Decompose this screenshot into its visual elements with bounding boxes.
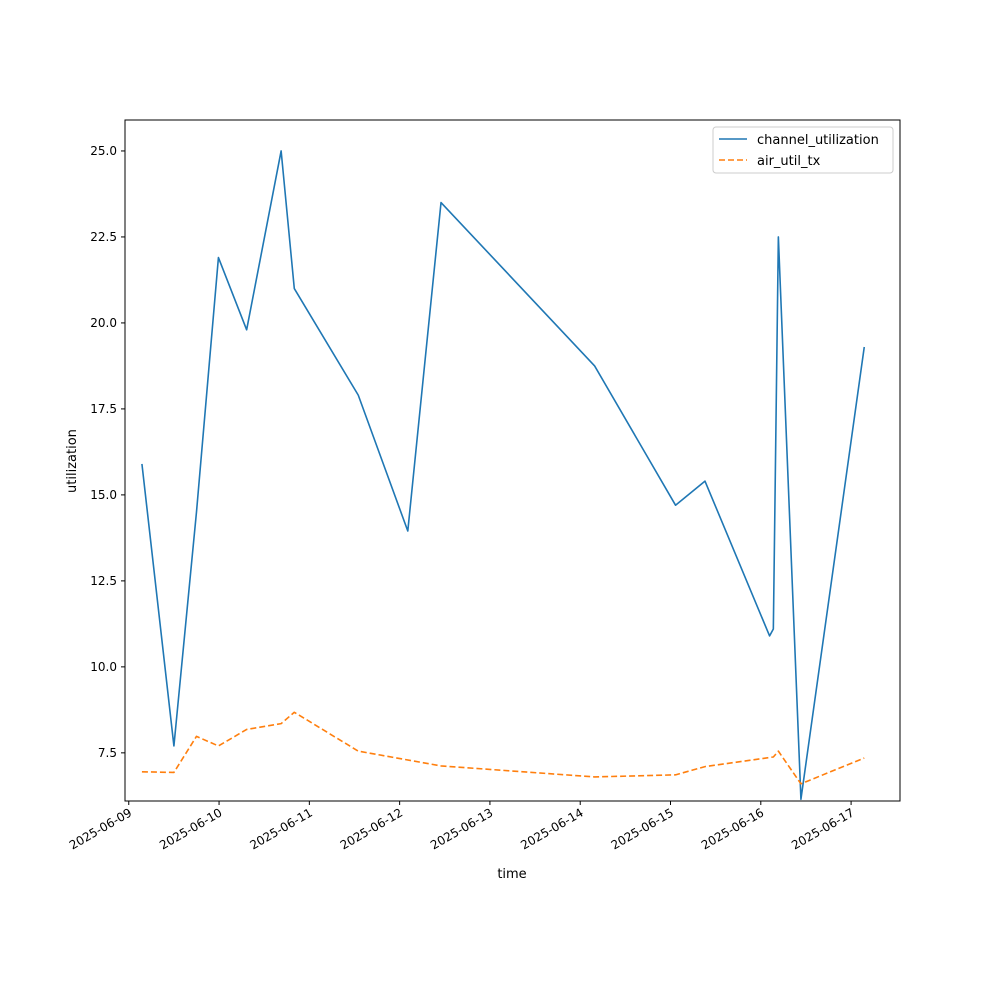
y-axis-ticks: 7.5 10.0 12.5 15.0 17.5 20.0 22.5 25.0: [90, 144, 125, 760]
y-tick-label: 15.0: [90, 488, 117, 502]
legend-label-air-util-tx: air_util_tx: [757, 154, 821, 169]
legend-label-channel-utilization: channel_utilization: [757, 133, 879, 148]
legend: channel_utilization air_util_tx: [712, 126, 894, 174]
plot-frame: [124, 119, 901, 802]
legend-box: [712, 126, 894, 174]
y-tick-label: 25.0: [90, 144, 117, 158]
y-tick-label: 10.0: [90, 660, 117, 674]
y-tick-label: 12.5: [90, 574, 117, 588]
plot-area: [125, 120, 900, 801]
y-tick-label: 20.0: [90, 316, 117, 330]
series-line-air-util-tx: [141, 711, 865, 785]
series-line-channel-utilization: [141, 150, 866, 801]
series-layer: [141, 150, 866, 801]
y-tick-label: 22.5: [90, 230, 117, 244]
y-tick-label: 7.5: [98, 746, 117, 760]
y-tick-label: 17.5: [90, 402, 117, 416]
x-axis-label: time: [497, 867, 526, 882]
y-axis-label: utilization: [65, 429, 80, 493]
